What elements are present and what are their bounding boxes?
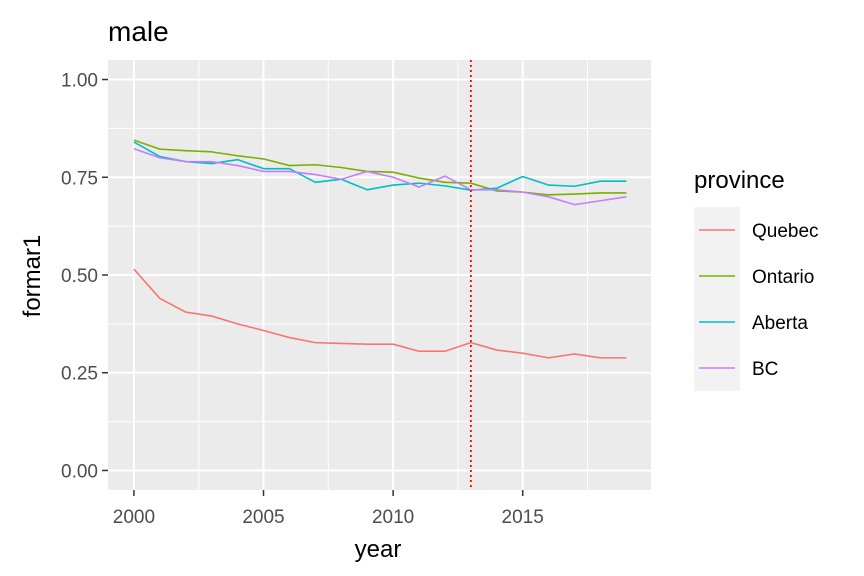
- x-tick-label: 2010: [372, 507, 414, 528]
- legend-label-ontario: Ontario: [752, 267, 814, 288]
- x-axis-title: year: [355, 536, 402, 563]
- y-axis-title: formar1: [19, 235, 46, 318]
- x-tick-label: 2000: [113, 507, 155, 528]
- major-gridlines: [108, 60, 651, 490]
- x-axis: 2000 2005 2010 2015: [113, 490, 544, 528]
- y-tick-label: 0.25: [61, 364, 98, 385]
- y-tick-label: 0.75: [61, 168, 98, 189]
- series-line-quebec: [133, 268, 627, 359]
- y-tick-label: 0.00: [61, 461, 98, 482]
- series-line-ontario: [133, 139, 627, 196]
- legend-label-quebec: Quebec: [752, 221, 819, 242]
- legend: province Quebec Ontario Aberta BC: [694, 167, 819, 391]
- legend-label-aberta: Aberta: [752, 313, 808, 334]
- series-lines: [133, 139, 627, 359]
- chart-title: male: [108, 16, 169, 47]
- y-axis: 0.00 0.25 0.50 0.75 1.00: [61, 71, 108, 482]
- x-tick-label: 2005: [242, 507, 284, 528]
- y-tick-label: 1.00: [61, 71, 98, 92]
- legend-label-bc: BC: [752, 359, 778, 380]
- y-tick-label: 0.50: [61, 266, 98, 287]
- legend-title: province: [694, 167, 785, 194]
- series-line-bc: [133, 147, 627, 206]
- x-tick-label: 2015: [502, 507, 544, 528]
